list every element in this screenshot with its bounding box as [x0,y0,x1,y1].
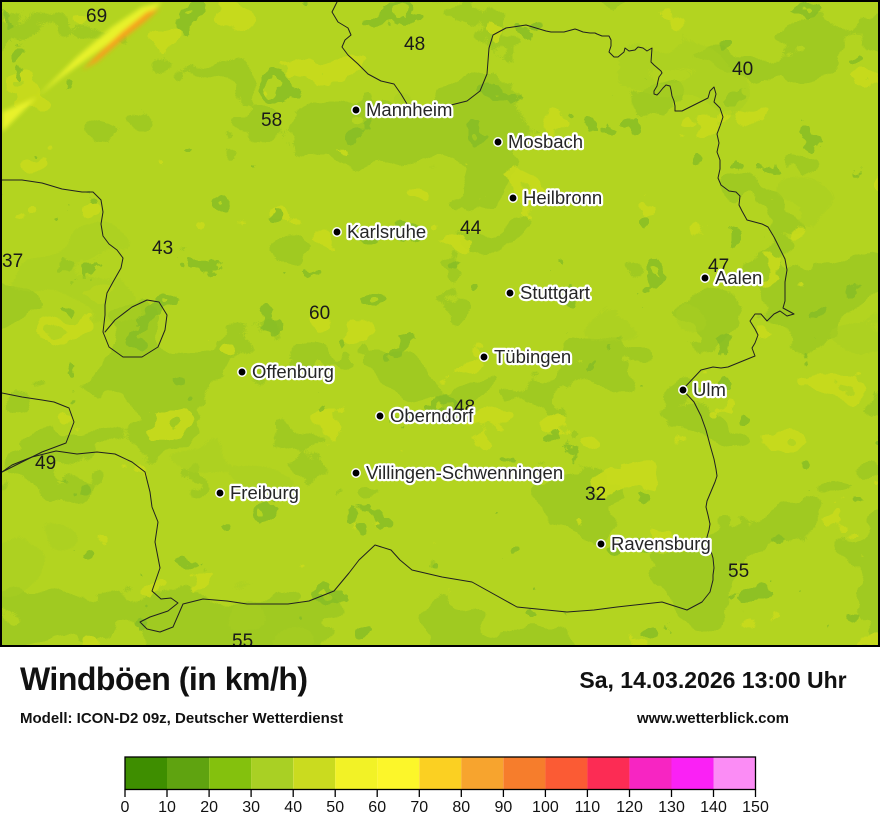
svg-text:90: 90 [495,799,513,816]
svg-text:50: 50 [326,799,344,816]
svg-text:130: 130 [658,799,685,816]
svg-text:20: 20 [200,799,218,816]
svg-text:10: 10 [158,799,176,816]
svg-text:70: 70 [410,799,428,816]
svg-text:100: 100 [532,799,559,816]
svg-text:0: 0 [121,799,130,816]
svg-text:140: 140 [700,799,727,816]
svg-text:150: 150 [742,799,769,816]
svg-text:60: 60 [368,799,386,816]
svg-text:120: 120 [616,799,643,816]
svg-text:110: 110 [575,799,601,816]
svg-text:80: 80 [452,799,470,816]
svg-text:30: 30 [242,799,260,816]
svg-text:40: 40 [284,799,302,816]
